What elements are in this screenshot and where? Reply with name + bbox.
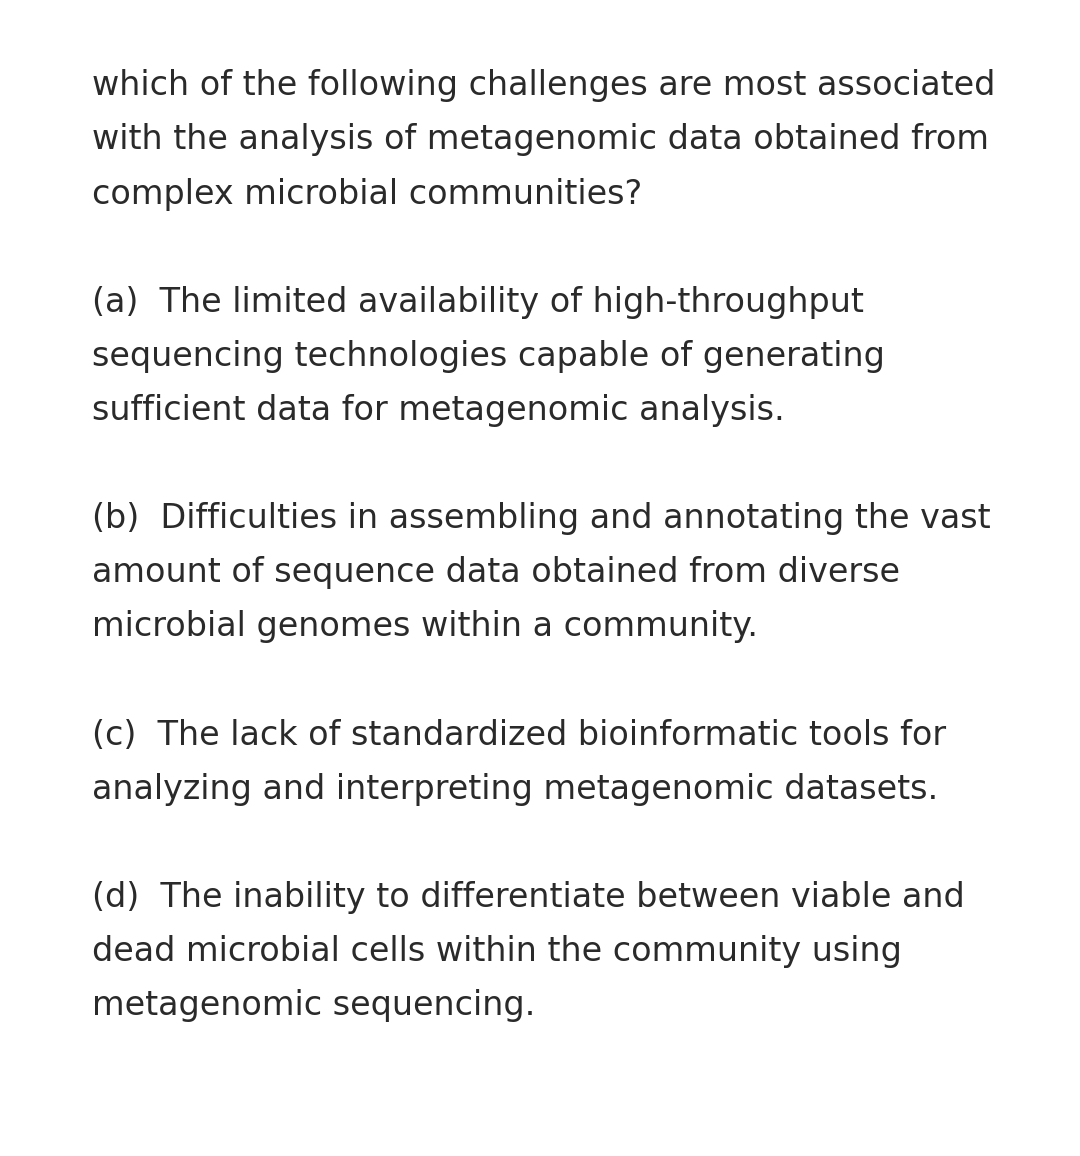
Text: which of the following challenges are most associated: which of the following challenges are mo… bbox=[92, 69, 995, 103]
Text: (d)  The inability to differentiate between viable and: (d) The inability to differentiate betwe… bbox=[92, 881, 964, 914]
Text: (a)  The limited availability of high-throughput: (a) The limited availability of high-thr… bbox=[92, 286, 864, 319]
Text: amount of sequence data obtained from diverse: amount of sequence data obtained from di… bbox=[92, 556, 900, 590]
Text: metagenomic sequencing.: metagenomic sequencing. bbox=[92, 990, 536, 1022]
Text: sequencing technologies capable of generating: sequencing technologies capable of gener… bbox=[92, 340, 885, 373]
Text: (c)  The lack of standardized bioinformatic tools for: (c) The lack of standardized bioinformat… bbox=[92, 719, 946, 751]
Text: (b)  Difficulties in assembling and annotating the vast: (b) Difficulties in assembling and annot… bbox=[92, 502, 990, 535]
Text: dead microbial cells within the community using: dead microbial cells within the communit… bbox=[92, 935, 902, 968]
Text: analyzing and interpreting metagenomic datasets.: analyzing and interpreting metagenomic d… bbox=[92, 772, 939, 806]
Text: complex microbial communities?: complex microbial communities? bbox=[92, 178, 642, 210]
Text: sufficient data for metagenomic analysis.: sufficient data for metagenomic analysis… bbox=[92, 394, 784, 427]
Text: with the analysis of metagenomic data obtained from: with the analysis of metagenomic data ob… bbox=[92, 124, 989, 156]
Text: microbial genomes within a community.: microbial genomes within a community. bbox=[92, 610, 758, 644]
